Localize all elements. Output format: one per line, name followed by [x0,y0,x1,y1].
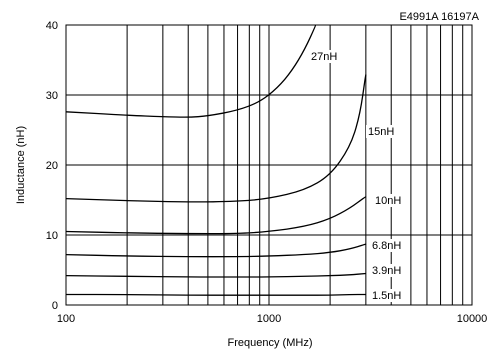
series-line-27nh [65,24,317,118]
y-tick-label: 0 [52,300,58,312]
series-label-bg [366,125,397,138]
x-tick-label: 10000 [457,313,488,325]
y-tick-label: 40 [46,20,58,32]
chart-grid [65,24,473,306]
instrument-header: E4991A 16197A [399,11,479,23]
y-tick-label: 20 [46,160,58,172]
x-tick-label: 100 [57,313,75,325]
x-tick-label: 1000 [257,313,281,325]
x-axis-label: Frequency (MHz) [228,337,313,349]
series-line-1-5nh [66,293,366,296]
series-label-bg [370,264,404,277]
series-label: 27nH [311,51,337,63]
series-label: 15nH [368,126,394,138]
y-axis-label: Inductance (nH) [15,126,27,204]
series-line-3-9nh [65,272,366,278]
series-label: 10nH [375,195,401,207]
series-line-15nh [65,73,367,203]
series-layer [65,24,367,296]
y-tick-label: 30 [46,90,58,102]
series-label-bg [373,194,404,207]
series-line-10nh [65,195,367,235]
plot-frame [65,24,473,306]
series-label: 1.5nH [372,290,401,302]
series-label: 3.9nH [372,265,401,277]
y-tick-label: 10 [46,230,58,242]
series-label-bg [370,289,404,302]
series-labels: 27nH 15nH 10nH 6.8nH 3.9nH 1.5nH [309,50,404,302]
series-label: 6.8nH [372,240,401,252]
series-label-bg [370,239,404,252]
tick-labels: 100 1000 10000 0 10 20 30 40 [46,20,488,325]
series-label-bg [309,50,340,63]
series-line-6-8nh [65,243,367,258]
